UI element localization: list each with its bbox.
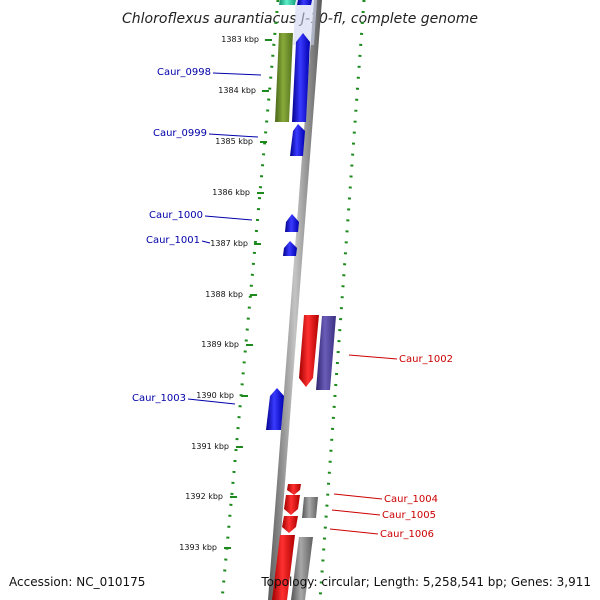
tick-label: 1387 kbp: [210, 239, 248, 248]
tick-label: 1392 kbp: [185, 492, 223, 501]
gene-feature-teal[interactable]: [279, 0, 296, 5]
gene-feature-caur-1006[interactable]: [291, 537, 313, 600]
genome-backbone: [268, 0, 322, 600]
leader-line: [201, 240, 211, 244]
ruler-ring-left: [220, 0, 280, 600]
gene-feature-blue[interactable]: [297, 0, 312, 5]
ruler-ticks: 1383 kbp 1384 kbp 1385 kbp 1386 kbp 1387…: [179, 35, 272, 552]
gene-labels: Caur_0998 Caur_0999 Caur_1000 Caur_1001 …: [132, 67, 453, 540]
gene-label-caur-1003[interactable]: Caur_1003: [132, 393, 186, 404]
topology-summary-text: Topology: circular; Length: 5,258,541 bp…: [260, 575, 591, 589]
tick-label: 1383 kbp: [221, 35, 259, 44]
gene-feature-caur-1003[interactable]: [266, 388, 284, 430]
leader-line: [329, 528, 379, 535]
accession-text: Accession: NC_010175: [9, 575, 145, 589]
gene-feature-red-small[interactable]: [282, 516, 298, 533]
gene-label-caur-1001[interactable]: Caur_1001: [146, 235, 200, 246]
tick-label: 1388 kbp: [205, 290, 243, 299]
gene-feature-caur-1001[interactable]: [283, 241, 297, 256]
gene-feature-red-bottom[interactable]: [272, 535, 295, 600]
leader-line: [348, 354, 398, 360]
leader-line: [331, 509, 381, 516]
tick-label: 1385 kbp: [215, 137, 253, 146]
gene-features: [266, 0, 336, 600]
tick-label: 1389 kbp: [201, 340, 239, 349]
gene-feature-caur-1004[interactable]: [302, 497, 318, 518]
gene-label-caur-1000[interactable]: Caur_1000: [149, 210, 203, 221]
gene-feature-caur-0998[interactable]: [275, 33, 293, 122]
leader-line: [212, 72, 262, 76]
leader-line: [208, 133, 259, 138]
tick-label: 1386 kbp: [212, 188, 250, 197]
highlight-band: [293, 0, 317, 45]
gene-feature-caur-0999[interactable]: [290, 124, 305, 156]
gene-label-caur-0998[interactable]: Caur_0998: [157, 67, 211, 78]
gene-label-caur-0999[interactable]: Caur_0999: [153, 128, 207, 139]
gene-label-caur-1005[interactable]: Caur_1005: [382, 510, 436, 521]
gene-feature-caur-1002[interactable]: [316, 316, 336, 390]
gene-feature-caur-1005[interactable]: [284, 495, 300, 515]
gene-feature-caur-1002-red[interactable]: [299, 315, 319, 387]
gene-label-caur-1004[interactable]: Caur_1004: [384, 494, 438, 505]
leader-line: [187, 398, 236, 405]
leader-line: [204, 215, 253, 221]
gene-label-caur-1002[interactable]: Caur_1002: [399, 354, 453, 365]
gene-label-caur-1006[interactable]: Caur_1006: [380, 529, 434, 540]
ruler-ring-right: [318, 0, 366, 600]
tick-label: 1391 kbp: [191, 442, 229, 451]
leader-line: [333, 493, 383, 500]
tick-label: 1393 kbp: [179, 543, 217, 552]
gene-feature-caur-1000[interactable]: [285, 214, 299, 232]
tick-label: 1390 kbp: [196, 391, 234, 400]
gene-feature-caur-1004-red[interactable]: [287, 484, 301, 495]
gene-feature-blue-large[interactable]: [292, 33, 310, 122]
tick-label: 1384 kbp: [218, 86, 256, 95]
gene-label-leaders: [187, 72, 398, 535]
